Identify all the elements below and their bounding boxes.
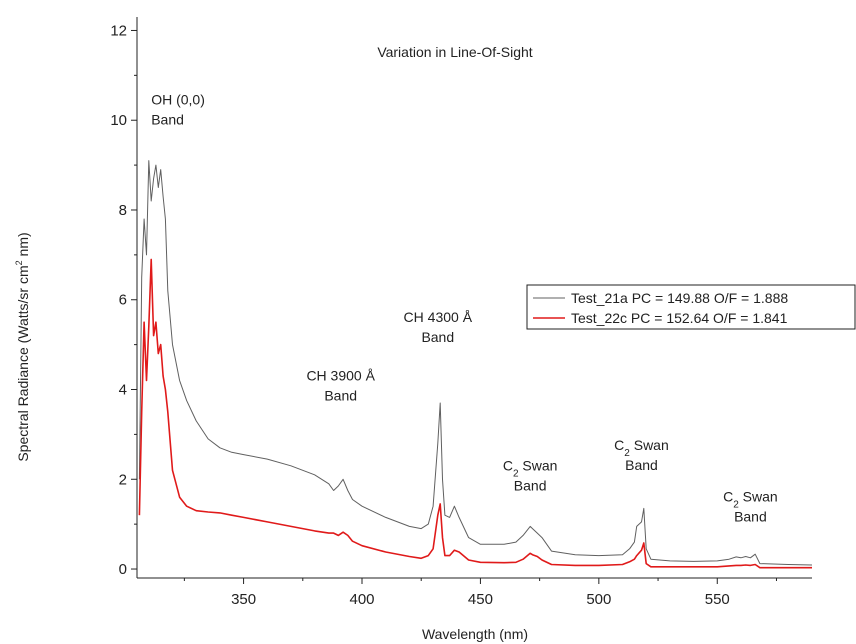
y-tick-label: 6 xyxy=(119,292,127,309)
band-annotation-1: OH (0,0) Band xyxy=(151,92,205,128)
legend: Test_21a PC = 149.88 O/F = 1.888 Test_22c… xyxy=(526,284,856,330)
annotation-text: C2 Swan xyxy=(503,457,558,479)
x-tick-label: 350 xyxy=(231,591,256,608)
annotation-text: C2 Swan xyxy=(614,437,669,459)
x-tick-label: 450 xyxy=(468,591,493,608)
chart-title: Variation in Line-Of-Sight xyxy=(377,44,532,60)
plot-area xyxy=(138,160,813,569)
y-tick-label: 8 xyxy=(119,202,127,219)
annotation-text: CH 4300 Å xyxy=(404,309,473,325)
annotation-text: CH 3900 Å xyxy=(306,368,375,384)
annotation-text: Band xyxy=(324,388,357,404)
x-axis-title: Wavelength (nm) xyxy=(422,626,528,642)
annotation-text: C2 Swan xyxy=(723,489,778,511)
legend-label-2: Test_22c PC = 152.64 O/F = 1.841 xyxy=(571,310,788,326)
y-tick-label: 2 xyxy=(119,471,127,488)
y-tick-label: 12 xyxy=(110,22,127,39)
band-annotation-2: CH 3900 Å Band xyxy=(306,368,375,404)
annotation-text: Band xyxy=(734,509,767,525)
y-tick-label: 4 xyxy=(119,382,127,399)
annotation-text: Band xyxy=(151,112,184,128)
axes: 0 2 4 6 8 10 12 350 400 450 500 550 xyxy=(110,17,812,608)
y-tick-label: 10 xyxy=(110,112,127,129)
x-tick-label: 500 xyxy=(586,591,611,608)
annotation-text: OH (0,0) xyxy=(151,92,205,108)
y-tick-label: 0 xyxy=(119,561,127,578)
legend-label-1: Test_21a PC = 149.88 O/F = 1.888 xyxy=(571,290,788,306)
series-line-2 xyxy=(138,258,812,569)
legend-box xyxy=(526,284,856,330)
annotation-text: Band xyxy=(421,329,454,345)
band-annotation-3: CH 4300 Å Band xyxy=(404,309,473,345)
y-axis-title: Spectral Radiance (Watts/sr cm2 nm) xyxy=(14,232,31,461)
annotation-text: Band xyxy=(514,477,547,493)
series-line-1 xyxy=(138,160,813,566)
annotation-text: Band xyxy=(625,457,658,473)
x-tick-label: 400 xyxy=(349,591,374,608)
x-tick-label: 550 xyxy=(705,591,730,608)
